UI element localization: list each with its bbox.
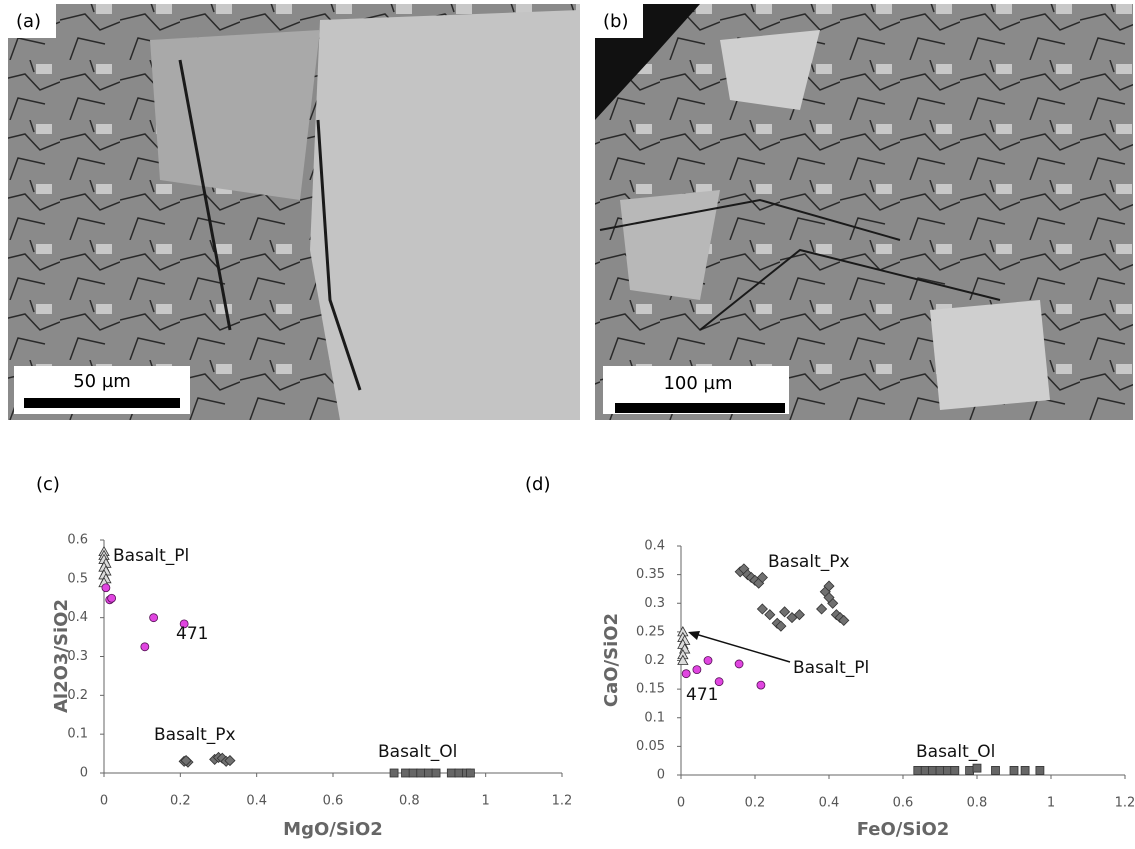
scale-bar-label: 100 µm <box>663 373 732 394</box>
scale-bar <box>24 398 180 408</box>
x-tick-label: 0.2 <box>745 796 766 811</box>
y-tick-label: 0.35 <box>636 567 665 582</box>
micrograph-b: (b) 100 µm <box>595 4 1133 420</box>
y-tick-label: 0.1 <box>67 727 88 742</box>
x-tick-label: 0.4 <box>246 794 267 809</box>
point <box>951 766 959 774</box>
point <box>921 766 929 774</box>
point <box>150 614 158 622</box>
x-tick-label: 1.2 <box>1115 796 1135 811</box>
point <box>108 594 116 602</box>
panel-label: (a) <box>16 11 41 32</box>
y-tick-label: 0.4 <box>644 539 665 554</box>
micrograph-a: (a) 50 µm <box>8 4 580 420</box>
point <box>817 604 827 614</box>
x-tick-label: 1 <box>482 794 490 809</box>
point <box>1036 766 1044 774</box>
point <box>929 766 937 774</box>
y-tick-label: 0 <box>657 768 665 783</box>
y-tick-label: 0.3 <box>644 596 665 611</box>
y-tick-label: 0 <box>80 766 88 781</box>
y-axis-label: Al2O3/SiO2 <box>51 599 72 713</box>
series-label: Basalt_Px <box>154 725 236 745</box>
x-tick-label: 0.8 <box>967 796 988 811</box>
point <box>390 769 398 777</box>
y-tick-label: 0.5 <box>67 571 88 586</box>
arrow-head <box>688 631 700 640</box>
point <box>432 769 440 777</box>
point <box>936 766 944 774</box>
point <box>757 604 767 614</box>
point <box>693 666 701 674</box>
point <box>447 769 455 777</box>
point <box>992 766 1000 774</box>
point <box>455 769 463 777</box>
x-axis-label: FeO/SiO2 <box>857 819 950 840</box>
point <box>424 769 432 777</box>
y-tick-label: 0.6 <box>67 533 88 548</box>
y-tick-label: 0.1 <box>644 710 665 725</box>
panel-label: (b) <box>603 11 628 32</box>
x-tick-label: 0.4 <box>819 796 840 811</box>
point <box>735 660 743 668</box>
point <box>765 610 775 620</box>
x-tick-label: 0.2 <box>170 794 191 809</box>
y-axis-label: CaO/SiO2 <box>601 613 622 707</box>
point <box>1010 766 1018 774</box>
point <box>417 769 425 777</box>
scale-bar-label: 50 µm <box>73 371 131 392</box>
point <box>780 607 790 617</box>
y-tick-label: 0.05 <box>636 739 665 754</box>
point <box>943 766 951 774</box>
point <box>102 584 110 592</box>
series-label: Basalt_Ol <box>378 742 457 762</box>
point <box>402 769 410 777</box>
x-tick-label: 1.2 <box>552 794 573 809</box>
y-tick-label: 0.2 <box>644 653 665 668</box>
y-tick-label: 0.25 <box>636 624 665 639</box>
scale-bar <box>615 403 785 413</box>
x-tick-label: 0.6 <box>323 794 344 809</box>
point <box>914 766 922 774</box>
x-tick-label: 0 <box>677 796 685 811</box>
series-label: 471 <box>176 624 208 644</box>
series-label: Basalt_Ol <box>916 742 995 762</box>
series-label: Basalt_Pl <box>113 546 189 566</box>
point <box>466 769 474 777</box>
x-tick-label: 0 <box>100 794 108 809</box>
figure: (a) 50 µm (b) 100 µm (c) 0 0.1 0.2 0.3 0.4 0.5… <box>0 0 1135 845</box>
x-tick-label: 0.8 <box>399 794 420 809</box>
panel-title: (c) <box>36 474 60 495</box>
point <box>682 670 690 678</box>
point <box>973 764 981 772</box>
x-axis-label: MgO/SiO2 <box>283 819 383 840</box>
point <box>141 643 149 651</box>
point <box>757 681 765 689</box>
point <box>409 769 417 777</box>
point <box>704 657 712 665</box>
panel-title: (d) <box>525 474 550 495</box>
x-tick-label: 1 <box>1047 796 1055 811</box>
point <box>966 766 974 774</box>
y-tick-label: 0.15 <box>636 682 665 697</box>
series-label: 471 <box>686 685 718 705</box>
series-label: Basalt_Pl <box>793 658 869 678</box>
series-label: Basalt_Px <box>768 552 850 572</box>
x-tick-label: 0.6 <box>893 796 914 811</box>
point <box>1021 766 1029 774</box>
